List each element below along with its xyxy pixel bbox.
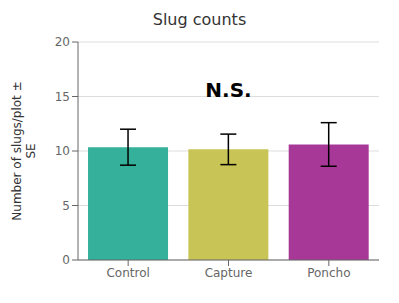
svg-text:Poncho: Poncho	[307, 266, 350, 280]
svg-text:N.S.: N.S.	[205, 78, 251, 102]
svg-text:Control: Control	[106, 266, 149, 280]
svg-text:5: 5	[62, 199, 70, 213]
svg-text:10: 10	[55, 144, 70, 158]
svg-text:0: 0	[62, 253, 70, 267]
svg-text:20: 20	[55, 35, 70, 49]
html-text:Slug counts: Slug counts	[152, 10, 247, 29]
svg-text:Number of slugs/plot ±SE: Number of slugs/plot ±SE	[10, 81, 38, 220]
svg-text:15: 15	[55, 90, 70, 104]
svg-text:Capture: Capture	[205, 266, 253, 280]
